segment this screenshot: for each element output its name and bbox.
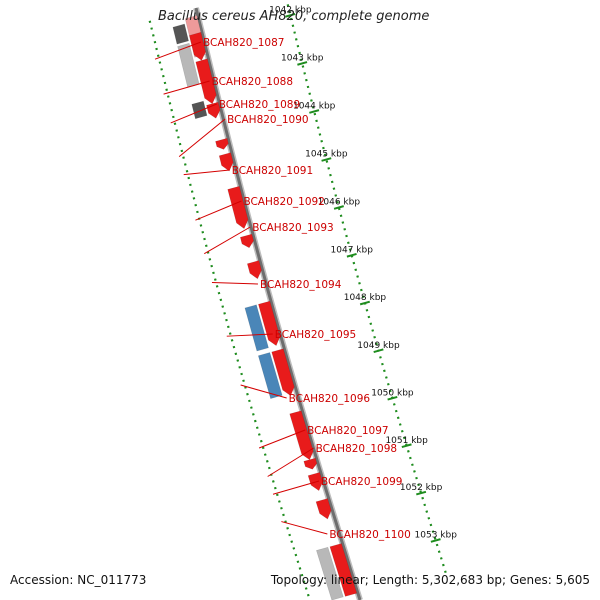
scale-tick — [333, 205, 344, 210]
gene-label: BCAH820_1089 — [219, 99, 300, 111]
feature-block — [191, 100, 208, 120]
gene-arrow — [195, 58, 217, 105]
scale-tick — [321, 157, 332, 162]
gene-label: BCAH820_1087 — [203, 37, 284, 49]
gene-arrow — [189, 31, 206, 61]
gene-callout-line — [272, 480, 320, 495]
gene-arrow — [289, 410, 314, 461]
gene-arrow — [315, 498, 332, 520]
gene-label: BCAH820_1095 — [275, 329, 356, 341]
scale-tick — [430, 538, 441, 543]
gene-label: BCAH820_1092 — [243, 196, 324, 208]
scale-tick — [285, 12, 296, 18]
gene-callout-line — [195, 200, 242, 221]
scale-tick — [401, 443, 412, 449]
scale-tick-label: 1044 kbp — [293, 102, 336, 112]
scale-tick-label: 1051 kbp — [385, 436, 428, 446]
feature-block — [316, 546, 344, 600]
genome-title: Bacillus cereus AH820, complete genome — [158, 9, 430, 24]
scale-tick-label: 1043 kbp — [281, 54, 324, 64]
gene-arrow — [227, 185, 249, 230]
gene-label: BCAH820_1099 — [321, 476, 402, 488]
feature-block — [172, 23, 189, 45]
gene-callout-line — [178, 118, 226, 157]
scale-tick-label: 1049 kbp — [357, 341, 400, 351]
gene-arrow — [215, 137, 229, 150]
genome-summary: Topology: linear; Length: 5,302,683 bp; … — [270, 573, 590, 587]
scale-tick — [346, 253, 357, 258]
gene-callout-line — [211, 281, 258, 285]
feature-block — [329, 543, 358, 597]
gene-arrow — [303, 457, 318, 470]
gene-arrow — [307, 472, 323, 492]
gene-callout-line — [170, 103, 217, 124]
scale-tick — [373, 348, 384, 353]
gene-callout-line — [267, 447, 314, 477]
scale-tick — [416, 490, 427, 496]
gene-callout-line — [226, 333, 273, 337]
feature-block — [257, 352, 283, 399]
gene-label: BCAH820_1091 — [232, 165, 313, 177]
scale-tick-label: 1053 kbp — [415, 531, 458, 541]
gene-label: BCAH820_1088 — [212, 76, 293, 88]
gene-label: BCAH820_1098 — [316, 443, 397, 455]
backbone-shadow — [193, 7, 363, 600]
gene-callout-line — [183, 169, 230, 176]
scale-tick-label: 1048 kbp — [344, 293, 387, 303]
gene-arrow — [206, 101, 221, 119]
gene-label: BCAH820_1100 — [329, 529, 410, 541]
gene-label: BCAH820_1094 — [260, 279, 342, 291]
scale-tick-label: 1052 kbp — [400, 483, 443, 493]
gene-callout-line — [258, 429, 306, 449]
gene-label: BCAH820_1093 — [252, 222, 333, 234]
gene-callout-line — [204, 226, 251, 255]
scale-tick-label: 1050 kbp — [371, 388, 414, 398]
gene-label: BCAH820_1097 — [307, 425, 388, 437]
scale-tick-label: 1042 kbp — [269, 5, 312, 15]
feature-guide-line — [148, 20, 311, 600]
accession-label: Accession: NC_011773 — [10, 573, 147, 587]
scale-tick — [387, 395, 398, 401]
gene-arrow — [258, 300, 281, 347]
scale-tick — [359, 300, 371, 306]
scale-tick-label: 1045 kbp — [305, 150, 348, 160]
gene-arrow — [246, 260, 262, 280]
scale-tick-label: 1047 kbp — [331, 245, 374, 255]
genome-backbone — [194, 7, 362, 600]
gene-label: BCAH820_1090 — [227, 114, 308, 126]
gene-arrow — [218, 152, 234, 172]
scale-line — [285, 0, 448, 577]
gene-callout-line — [240, 384, 287, 399]
scale-tick — [297, 61, 308, 66]
gene-callout-line — [163, 80, 210, 95]
gene-arrow — [271, 348, 295, 397]
scale-tick — [309, 109, 320, 114]
gene-arrow — [239, 233, 254, 249]
feature-block — [244, 304, 269, 352]
gene-callout-line — [281, 521, 328, 535]
gene-callout-line — [154, 41, 202, 60]
scale-tick-label: 1046 kbp — [318, 198, 361, 208]
gene-label: BCAH820_1096 — [289, 393, 371, 405]
